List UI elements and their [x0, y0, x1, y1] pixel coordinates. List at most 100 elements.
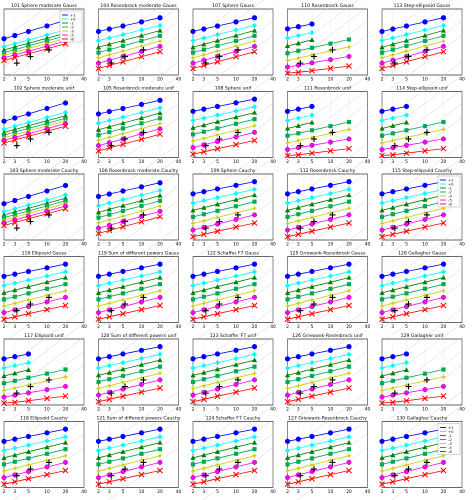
x-tick-label: 5	[405, 242, 408, 248]
x-tick-label: 3	[202, 324, 205, 330]
x-tick-label: 2	[286, 159, 289, 165]
x-tick-label: 5	[311, 407, 314, 413]
x-tick-label: 20	[252, 77, 258, 83]
plus-marker	[202, 225, 209, 232]
panel-27: 121 Sum of different powers Cauchy 2 3 5 10 2…	[95, 391, 182, 500]
x-tick-label: 20	[157, 489, 163, 495]
panel-title: 116 Ellipsoid Gauss	[22, 251, 67, 257]
x-tick-label: 5	[216, 242, 219, 248]
x-tick-label: 40	[459, 324, 465, 330]
x-tick-label: 20	[441, 407, 447, 413]
x-tick-label: 10	[44, 489, 50, 495]
panel-title: 113 Step-ellipsoid Gauss	[394, 3, 451, 9]
plus-marker	[202, 142, 209, 149]
legend-entry: -2	[448, 189, 452, 194]
x-tick-label: 3	[202, 489, 205, 495]
x-tick-label: 3	[391, 242, 394, 248]
panel-5: 113 Step-ellipsoid Gauss 2 3 5 10 20 40	[379, 0, 465, 96]
plus-marker	[310, 383, 317, 390]
plus-marker	[405, 136, 412, 143]
plus-marker	[121, 136, 128, 143]
x-tick-label: 10	[44, 242, 50, 248]
x-tick-label: 40	[176, 242, 182, 248]
x-tick-label: 20	[252, 324, 258, 330]
x-tick-label: 10	[44, 324, 50, 330]
x-tick-label: 10	[233, 77, 239, 83]
panel-11: 103 Sphere moderate Cauchy 2 3 5 10 20 40	[1, 143, 87, 261]
legend-entry: -3	[448, 441, 452, 446]
x-tick-label: 2	[3, 159, 6, 165]
x-tick-label: 20	[252, 407, 258, 413]
plus-marker	[297, 60, 304, 67]
x-tick-label: 2	[381, 489, 384, 495]
panel-title: 126 Griewank-Rosenbrock unif	[292, 333, 363, 339]
x-tick-label: 20	[157, 242, 163, 248]
x-tick-label: 3	[391, 77, 394, 83]
x-tick-label: 10	[328, 242, 334, 248]
panel-20: 128 Gallagher Gauss 2 3 5 10 20 40	[379, 226, 465, 343]
x-tick-label: 2	[97, 159, 100, 165]
plus-marker	[27, 218, 34, 225]
x-tick-label: 5	[216, 489, 219, 495]
x-tick-label: 10	[422, 407, 428, 413]
panel-title: 101 Sphere moderate Gauss	[11, 3, 77, 9]
x-tick-label: 5	[311, 242, 314, 248]
plus-marker	[216, 301, 223, 308]
legend-entry: +0	[448, 429, 454, 434]
panel-12: 106 Rosenbrock moderate Cauchy 2 3 5 10 20 40	[95, 143, 182, 261]
plus-marker	[27, 466, 34, 473]
x-tick-label: 20	[63, 242, 69, 248]
x-tick-label: 40	[459, 242, 465, 248]
x-tick-label: 2	[97, 324, 100, 330]
x-tick-label: 5	[122, 324, 125, 330]
x-tick-label: 10	[139, 242, 145, 248]
plus-marker	[140, 46, 147, 53]
plus-marker	[202, 60, 209, 67]
x-tick-label: 40	[365, 324, 371, 330]
x-tick-label: 3	[297, 159, 300, 165]
x-tick-label: 2	[97, 242, 100, 248]
plus-marker	[234, 459, 241, 466]
plus-marker	[140, 459, 147, 466]
x-tick-label: 40	[459, 159, 465, 165]
panel-title: 120 Sum of different powers unif	[101, 333, 177, 339]
legend-entry: -3	[448, 193, 452, 198]
x-tick-label: 40	[365, 407, 371, 413]
plus-marker	[13, 307, 20, 314]
plus-marker	[423, 46, 430, 53]
x-tick-label: 20	[252, 242, 258, 248]
x-tick-label: 2	[97, 489, 100, 495]
x-tick-label: 3	[297, 407, 300, 413]
panel-title: 121 Sum of different powers Cauchy	[97, 416, 181, 422]
plus-marker	[108, 142, 115, 149]
plus-marker	[405, 301, 412, 308]
panel-title: 107 Sphere Gauss	[212, 3, 255, 9]
panel-25: 129 Gallagher unif 2 3 5 10 20 40	[379, 308, 465, 426]
panel-title: 117 Ellipsoid unif	[24, 333, 64, 339]
legend: +1+0-1-2-3-5-8	[59, 10, 83, 43]
x-tick-label: 10	[233, 159, 239, 165]
x-tick-label: 40	[81, 489, 87, 495]
plus-marker	[45, 129, 52, 136]
x-tick-label: 20	[157, 77, 163, 83]
x-tick-label: 5	[311, 324, 314, 330]
x-tick-label: 3	[13, 324, 16, 330]
x-tick-label: 5	[122, 77, 125, 83]
plus-marker	[310, 301, 317, 308]
plus-marker	[391, 60, 398, 67]
x-tick-label: 40	[81, 407, 87, 413]
panel-2: 104 Rosenbrock moderate Gauss 2 3 5 10 20 40	[95, 0, 181, 96]
x-tick-label: 10	[44, 77, 50, 83]
panel-8: 108 Sphere unif 2 3 5 10 20 40	[190, 61, 276, 178]
x-tick-label: 40	[176, 489, 182, 495]
legend-entry: +0	[70, 16, 76, 21]
panel-title: 111 Rosenbrock unif	[304, 86, 351, 92]
plus-marker	[405, 53, 412, 60]
x-tick-label: 10	[328, 324, 334, 330]
plus-marker	[202, 307, 209, 314]
legend: +1+0-1-2-3-5-8	[437, 175, 461, 208]
x-tick-label: 3	[202, 159, 205, 165]
plus-marker	[423, 211, 430, 218]
